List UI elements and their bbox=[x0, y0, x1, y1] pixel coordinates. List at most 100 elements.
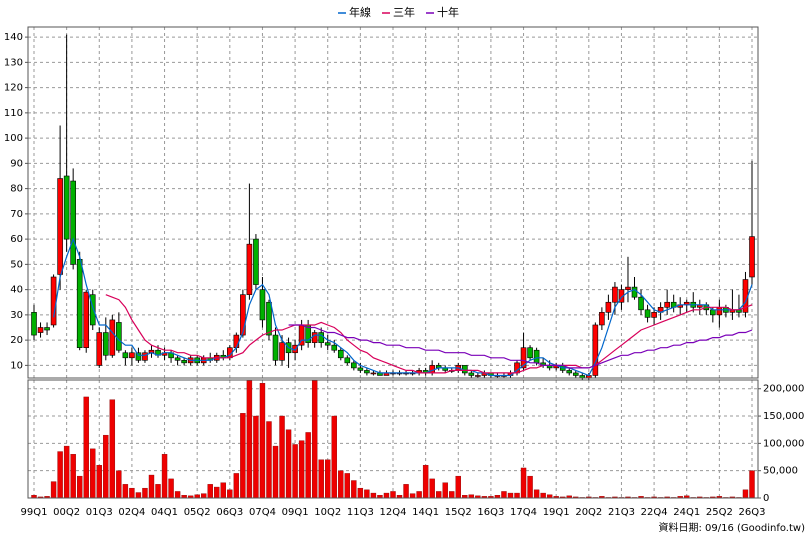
x-tick-label: 20Q2 bbox=[575, 507, 602, 518]
labels: 99Q1 00Q2 01Q3 02Q4 04Q1 05Q2 06Q3 07Q4 09Q1 10Q2… bbox=[4, 5, 804, 518]
volume-bar bbox=[514, 492, 520, 499]
footnote: 資料日期: 09/16 (Goodinfo.tw) bbox=[658, 521, 805, 534]
y-tick-label: 30 bbox=[10, 310, 23, 321]
candle-body bbox=[240, 294, 246, 336]
volume-bar bbox=[435, 491, 442, 499]
candle-body bbox=[344, 357, 351, 364]
volume-bar bbox=[351, 480, 357, 499]
candle-body bbox=[599, 312, 605, 326]
volume-bar bbox=[63, 445, 70, 499]
y-tick-label: 130 bbox=[4, 57, 23, 68]
candle-body bbox=[651, 312, 657, 318]
candle-body bbox=[63, 175, 70, 240]
candle-body bbox=[253, 238, 259, 285]
volume-bar bbox=[383, 492, 390, 499]
volume-bar bbox=[533, 489, 540, 499]
legend-label: 年線 bbox=[349, 5, 371, 19]
x-tick-label: 24Q1 bbox=[673, 507, 700, 518]
x-tick-label: 19Q1 bbox=[543, 507, 570, 518]
x-tick-label: 26Q3 bbox=[739, 507, 766, 518]
volume-bar bbox=[370, 492, 377, 499]
y-tick-label: 70 bbox=[10, 209, 23, 220]
volume-bar bbox=[161, 454, 168, 499]
candle-body bbox=[272, 334, 279, 361]
volume-bar bbox=[455, 475, 461, 499]
candle-body bbox=[50, 276, 57, 326]
volume-bar bbox=[364, 489, 370, 499]
candle-body bbox=[174, 357, 181, 361]
x-tick-label: 09Q1 bbox=[282, 507, 309, 518]
candle-body bbox=[749, 236, 755, 278]
volume-bar bbox=[292, 444, 298, 499]
volume-bar bbox=[429, 478, 435, 499]
volume-bar bbox=[168, 478, 174, 499]
x-tick-label: 25Q2 bbox=[706, 507, 733, 518]
x-tick-label: 10Q2 bbox=[314, 507, 341, 518]
candle-body bbox=[357, 367, 364, 371]
candle-body bbox=[311, 332, 318, 343]
candle-body bbox=[103, 332, 109, 356]
candle-body bbox=[266, 301, 272, 336]
volume-bar bbox=[174, 491, 181, 499]
volume-bar bbox=[422, 465, 429, 499]
x-tick-label: 05Q2 bbox=[184, 507, 211, 518]
volume-frame bbox=[27, 379, 759, 499]
volume-bar bbox=[148, 474, 155, 499]
volume-bar bbox=[142, 487, 148, 499]
candle-body bbox=[233, 334, 240, 348]
x-tick-label: 21Q3 bbox=[608, 507, 635, 518]
volume-bar bbox=[403, 484, 409, 499]
legend-label: 三年 bbox=[393, 5, 415, 19]
volume-bar bbox=[501, 491, 507, 499]
volume-bar bbox=[442, 482, 448, 499]
candle-body bbox=[605, 301, 612, 313]
volume-bar bbox=[220, 482, 226, 499]
candle-body bbox=[116, 322, 122, 351]
volume-bar bbox=[246, 380, 253, 499]
y-tick-label: 80 bbox=[10, 184, 23, 195]
volume-bar bbox=[233, 473, 240, 499]
grid bbox=[28, 27, 758, 499]
x-tick-label: 12Q4 bbox=[380, 507, 407, 518]
volume-bar bbox=[240, 413, 246, 499]
volume-bar bbox=[390, 491, 396, 499]
candle-body bbox=[109, 319, 116, 356]
candle-body bbox=[533, 349, 540, 364]
candle-body bbox=[638, 296, 644, 311]
candle-body bbox=[57, 178, 63, 275]
candle-body bbox=[122, 352, 129, 359]
x-tick-label: 15Q2 bbox=[445, 507, 472, 518]
volume-bar bbox=[357, 487, 364, 499]
candle-body bbox=[259, 289, 266, 321]
candle-body bbox=[279, 342, 285, 361]
x-tick-label: 22Q4 bbox=[641, 507, 668, 518]
ma-line bbox=[288, 324, 753, 369]
y-tick-label: 40 bbox=[10, 285, 23, 296]
volume-bar bbox=[507, 492, 514, 499]
volume-bar bbox=[742, 489, 749, 499]
volume-bar bbox=[279, 415, 285, 499]
candle-body bbox=[468, 372, 475, 376]
volume-bar bbox=[318, 459, 324, 499]
legend-label: 十年 bbox=[437, 5, 459, 19]
volume-bar bbox=[227, 489, 233, 499]
y-tick-label: 10 bbox=[10, 360, 23, 371]
candle-body bbox=[324, 342, 331, 346]
y-tick-label: 50,000 bbox=[763, 466, 798, 477]
volume-bar bbox=[103, 434, 109, 499]
y-tick-label: 0 bbox=[763, 493, 769, 504]
candle-body bbox=[592, 324, 599, 376]
x-tick-label: 99Q1 bbox=[21, 507, 48, 518]
x-tick-label: 17Q4 bbox=[510, 507, 537, 518]
candle-body bbox=[520, 347, 527, 369]
candle-body bbox=[331, 344, 338, 351]
candle-body bbox=[625, 286, 631, 290]
volume-bar bbox=[83, 396, 89, 499]
y-tick-label: 90 bbox=[10, 158, 23, 169]
candle-body bbox=[364, 370, 370, 374]
y-tick-label: 120 bbox=[4, 83, 23, 94]
volume-bar bbox=[520, 467, 527, 499]
y-tick-label: 50 bbox=[10, 259, 23, 270]
